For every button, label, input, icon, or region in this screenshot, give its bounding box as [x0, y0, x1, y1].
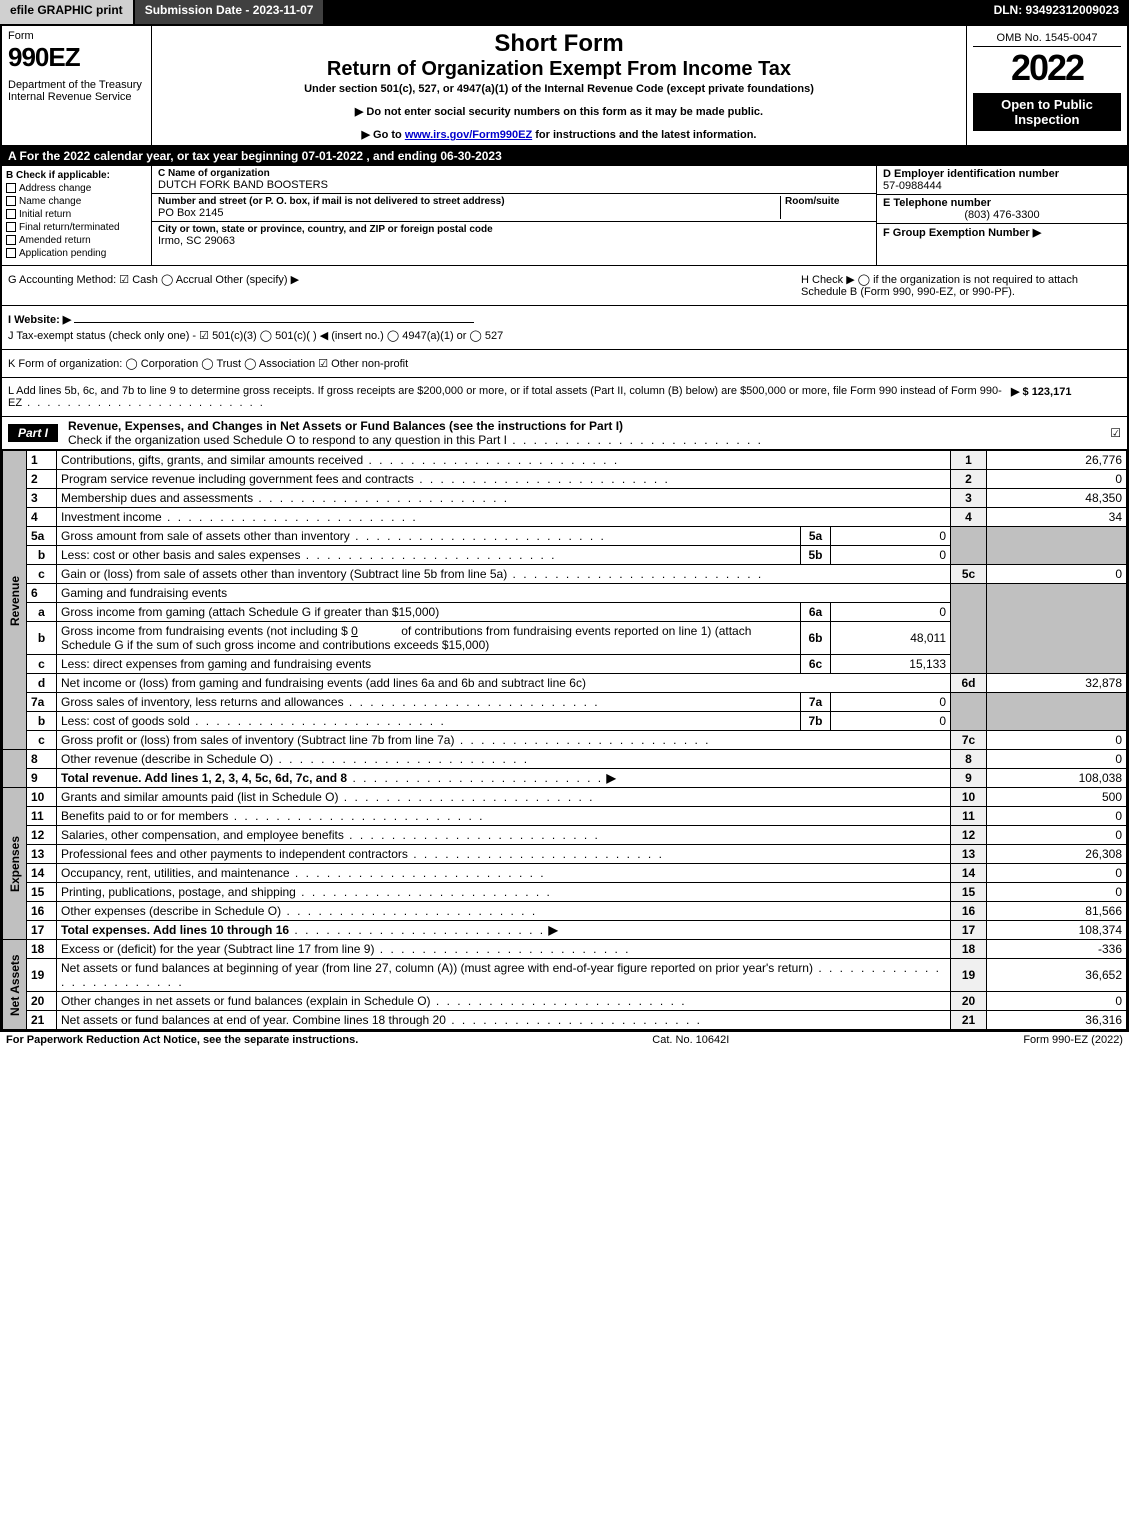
line-6: 6 Gaming and fundraising events	[3, 584, 1127, 603]
info-i-j: I Website: ▶ J Tax-exempt status (check …	[2, 306, 1127, 350]
inspection-badge: Open to Public Inspection	[973, 93, 1121, 131]
chk-amended-return[interactable]: Amended return	[6, 235, 147, 246]
line-11: 11 Benefits paid to or for members 11 0	[3, 807, 1127, 826]
line-19: 19 Net assets or fund balances at beginn…	[3, 959, 1127, 992]
ssn-warning: ▶ Do not enter social security numbers o…	[160, 105, 958, 118]
line-6d: d Net income or (loss) from gaming and f…	[3, 674, 1127, 693]
line-20: 20 Other changes in net assets or fund b…	[3, 992, 1127, 1011]
title-short-form: Short Form	[160, 30, 958, 58]
omb-number: OMB No. 1545-0047	[973, 30, 1121, 47]
line-l-text: L Add lines 5b, 6c, and 7b to line 9 to …	[8, 385, 1011, 409]
line-13: 13 Professional fees and other payments …	[3, 845, 1127, 864]
ein-value: 57-0988444	[883, 180, 1121, 192]
footer-right: Form 990-EZ (2022)	[1023, 1034, 1123, 1046]
part-i-title: Revenue, Expenses, and Changes in Net As…	[68, 419, 623, 433]
submission-date: Submission Date - 2023-11-07	[135, 0, 326, 24]
chk-address-change[interactable]: Address change	[6, 183, 147, 194]
line-g-accounting: G Accounting Method: ☑ Cash ◯ Accrual Ot…	[8, 273, 801, 298]
room-label: Room/suite	[785, 196, 870, 207]
org-name: DUTCH FORK BAND BOOSTERS	[158, 179, 870, 191]
line-j-tax-status: J Tax-exempt status (check only one) - ☑…	[8, 329, 1121, 342]
part-i-label: Part I	[8, 424, 58, 442]
city-value: Irmo, SC 29063	[158, 235, 870, 247]
efile-print-button[interactable]: efile GRAPHIC print	[0, 0, 135, 24]
section-b-checkboxes: B Check if applicable: Address change Na…	[2, 166, 152, 265]
chk-initial-return[interactable]: Initial return	[6, 209, 147, 220]
footer-left: For Paperwork Reduction Act Notice, see …	[6, 1034, 358, 1046]
street-value: PO Box 2145	[158, 207, 780, 219]
form-page: Form 990EZ Department of the Treasury In…	[0, 24, 1129, 1032]
line-5c: c Gain or (loss) from sale of assets oth…	[3, 565, 1127, 584]
line-i-website: I Website: ▶	[8, 313, 1121, 326]
goto-post: for instructions and the latest informat…	[532, 129, 756, 141]
line-2: 2 Program service revenue including gove…	[3, 470, 1127, 489]
chk-final-return[interactable]: Final return/terminated	[6, 222, 147, 233]
lines-table: Revenue 1 Contributions, gifts, grants, …	[2, 450, 1127, 1030]
line-12: 12 Salaries, other compensation, and emp…	[3, 826, 1127, 845]
header-left: Form 990EZ Department of the Treasury In…	[2, 26, 152, 145]
line-7c: c Gross profit or (loss) from sales of i…	[3, 731, 1127, 750]
irs-link[interactable]: www.irs.gov/Form990EZ	[405, 129, 532, 141]
side-net-assets: Net Assets	[3, 940, 27, 1030]
line-15: 15 Printing, publications, postage, and …	[3, 883, 1127, 902]
line-9: 9 Total revenue. Add lines 1, 2, 3, 4, 5…	[3, 769, 1127, 788]
chk-name-change[interactable]: Name change	[6, 196, 147, 207]
subtitle: Under section 501(c), 527, or 4947(a)(1)…	[160, 83, 958, 95]
line-14: 14 Occupancy, rent, utilities, and maint…	[3, 864, 1127, 883]
goto-note: ▶ Go to www.irs.gov/Form990EZ for instru…	[160, 128, 958, 141]
header-center: Short Form Return of Organization Exempt…	[152, 26, 967, 145]
top-bar: efile GRAPHIC print Submission Date - 20…	[0, 0, 1129, 24]
entity-block: B Check if applicable: Address change Na…	[2, 166, 1127, 266]
line-k-form-org: K Form of organization: ◯ Corporation ◯ …	[8, 357, 1121, 370]
info-l: L Add lines 5b, 6c, and 7b to line 9 to …	[2, 378, 1127, 417]
line-21: 21 Net assets or fund balances at end of…	[3, 1011, 1127, 1030]
line-1: Revenue 1 Contributions, gifts, grants, …	[3, 451, 1127, 470]
dln-label: DLN: 93492312009023	[984, 0, 1129, 24]
group-exemption-label: F Group Exemption Number ▶	[883, 226, 1121, 239]
line-3: 3 Membership dues and assessments 3 48,3…	[3, 489, 1127, 508]
footer: For Paperwork Reduction Act Notice, see …	[0, 1032, 1129, 1048]
line-4: 4 Investment income 4 34	[3, 508, 1127, 527]
info-k: K Form of organization: ◯ Corporation ◯ …	[2, 350, 1127, 378]
city-label: City or town, state or province, country…	[158, 224, 870, 235]
line-8: 8 Other revenue (describe in Schedule O)…	[3, 750, 1127, 769]
chk-application-pending[interactable]: Application pending	[6, 248, 147, 259]
section-d-e-f: D Employer identification number 57-0988…	[877, 166, 1127, 265]
ein-label: D Employer identification number	[883, 168, 1121, 180]
goto-pre: ▶ Go to	[362, 129, 405, 141]
part-i-checkbox[interactable]: ☑	[1110, 426, 1121, 440]
line-7a: 7a Gross sales of inventory, less return…	[3, 693, 1127, 712]
line-17: 17 Total expenses. Add lines 10 through …	[3, 921, 1127, 940]
tax-year: 2022	[973, 47, 1121, 89]
part-i-header-row: Part I Revenue, Expenses, and Changes in…	[2, 417, 1127, 450]
line-10: Expenses 10 Grants and similar amounts p…	[3, 788, 1127, 807]
info-g-h: G Accounting Method: ☑ Cash ◯ Accrual Ot…	[2, 266, 1127, 306]
phone-label: E Telephone number	[883, 197, 1121, 209]
form-header: Form 990EZ Department of the Treasury In…	[2, 26, 1127, 146]
phone-value: (803) 476-3300	[883, 209, 1121, 221]
line-18: Net Assets 18 Excess or (deficit) for th…	[3, 940, 1127, 959]
street-label: Number and street (or P. O. box, if mail…	[158, 196, 780, 207]
line-5a: 5a Gross amount from sale of assets othe…	[3, 527, 1127, 546]
section-b-label: B Check if applicable:	[6, 170, 147, 181]
line-h-schedule-b: H Check ▶ ◯ if the organization is not r…	[801, 273, 1121, 298]
line-16: 16 Other expenses (describe in Schedule …	[3, 902, 1127, 921]
section-c-org: C Name of organization DUTCH FORK BAND B…	[152, 166, 877, 265]
org-name-label: C Name of organization	[158, 168, 870, 179]
form-word: Form	[8, 30, 145, 42]
side-revenue: Revenue	[3, 451, 27, 750]
form-number: 990EZ	[8, 42, 145, 73]
row-a-tax-year: A For the 2022 calendar year, or tax yea…	[2, 146, 1127, 166]
line-l-amount: ▶ $ 123,171	[1011, 385, 1121, 409]
part-i-check-text: Check if the organization used Schedule …	[68, 433, 507, 447]
footer-mid: Cat. No. 10642I	[652, 1034, 729, 1046]
header-right: OMB No. 1545-0047 2022 Open to Public In…	[967, 26, 1127, 145]
department-label: Department of the Treasury Internal Reve…	[8, 79, 145, 103]
title-return: Return of Organization Exempt From Incom…	[160, 58, 958, 81]
side-expenses: Expenses	[3, 788, 27, 940]
